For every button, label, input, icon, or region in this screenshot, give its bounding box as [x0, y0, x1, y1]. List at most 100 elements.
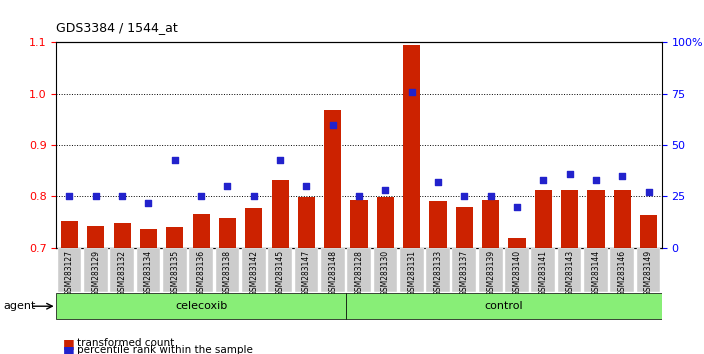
Text: GSM283145: GSM283145	[275, 250, 284, 296]
Text: GSM283138: GSM283138	[223, 250, 232, 296]
Point	[617, 173, 628, 179]
Bar	[58, 248, 82, 292]
Point	[169, 157, 180, 162]
Text: GSM283130: GSM283130	[381, 250, 390, 296]
Point	[196, 194, 207, 199]
Bar	[347, 248, 371, 292]
Bar	[56, 293, 346, 319]
Bar	[587, 190, 605, 248]
Point	[459, 194, 470, 199]
Text: transformed count: transformed count	[77, 338, 175, 348]
Point	[90, 194, 101, 199]
Bar	[610, 248, 634, 292]
Point	[327, 122, 339, 127]
Bar	[111, 248, 134, 292]
Text: GSM283149: GSM283149	[644, 250, 653, 296]
Bar	[272, 180, 289, 248]
Text: GSM283129: GSM283129	[92, 250, 100, 296]
Text: ■: ■	[63, 337, 75, 350]
Bar	[640, 216, 657, 248]
Point	[432, 179, 444, 185]
Text: GSM283143: GSM283143	[565, 250, 574, 296]
Bar	[84, 248, 108, 292]
Text: GSM283141: GSM283141	[539, 250, 548, 296]
Bar	[351, 200, 367, 248]
Bar	[163, 248, 187, 292]
Point	[143, 200, 154, 205]
Text: GSM283136: GSM283136	[196, 250, 206, 296]
Point	[301, 183, 312, 189]
Point	[406, 89, 417, 95]
Bar	[87, 226, 104, 248]
Text: GSM283127: GSM283127	[65, 250, 74, 296]
Bar	[219, 218, 236, 248]
Bar	[403, 45, 420, 248]
Text: ■: ■	[63, 344, 75, 354]
Point	[64, 194, 75, 199]
Bar	[298, 198, 315, 248]
Point	[538, 177, 549, 183]
Point	[275, 157, 286, 162]
Bar	[508, 238, 525, 248]
Text: GSM283137: GSM283137	[460, 250, 469, 296]
Point	[116, 194, 127, 199]
Bar	[453, 248, 476, 292]
Bar	[505, 248, 529, 292]
Text: GSM283139: GSM283139	[486, 250, 495, 296]
Text: GSM283132: GSM283132	[118, 250, 127, 296]
Point	[353, 194, 365, 199]
Bar	[192, 215, 210, 248]
Bar	[321, 248, 344, 292]
Bar	[636, 248, 660, 292]
Text: control: control	[484, 301, 523, 311]
Text: percentile rank within the sample: percentile rank within the sample	[77, 346, 253, 354]
Bar	[189, 248, 213, 292]
Text: GSM283142: GSM283142	[249, 250, 258, 296]
Bar	[535, 190, 552, 248]
Bar	[346, 293, 662, 319]
Bar	[242, 248, 265, 292]
Point	[643, 189, 654, 195]
Bar	[137, 248, 161, 292]
Bar	[113, 223, 131, 248]
Text: GSM283134: GSM283134	[144, 250, 153, 296]
Point	[222, 183, 233, 189]
Point	[511, 204, 522, 210]
Text: GSM283133: GSM283133	[434, 250, 443, 296]
Text: GSM283147: GSM283147	[302, 250, 311, 296]
Bar	[558, 248, 582, 292]
Bar	[377, 197, 394, 248]
Text: GDS3384 / 1544_at: GDS3384 / 1544_at	[56, 21, 178, 34]
Bar	[584, 248, 608, 292]
Text: GSM283148: GSM283148	[328, 250, 337, 296]
Bar	[426, 248, 450, 292]
Text: GSM283144: GSM283144	[591, 250, 601, 296]
Bar	[215, 248, 239, 292]
Text: GSM283140: GSM283140	[513, 250, 522, 296]
Text: GSM283135: GSM283135	[170, 250, 180, 296]
Point	[485, 194, 496, 199]
Bar	[166, 227, 183, 248]
Point	[564, 171, 575, 177]
Bar	[429, 201, 446, 248]
Bar	[400, 248, 424, 292]
Text: celecoxib: celecoxib	[175, 301, 227, 311]
Text: agent: agent	[4, 301, 36, 311]
Point	[248, 194, 259, 199]
Text: GSM283146: GSM283146	[618, 250, 627, 296]
Point	[591, 177, 602, 183]
Bar	[482, 200, 499, 248]
Bar	[268, 248, 292, 292]
Bar	[374, 248, 397, 292]
Bar	[561, 190, 578, 248]
Text: GSM283128: GSM283128	[355, 250, 363, 296]
Text: GSM283131: GSM283131	[407, 250, 416, 296]
Bar	[532, 248, 555, 292]
Bar	[61, 221, 78, 248]
Bar	[614, 190, 631, 248]
Bar	[455, 207, 473, 248]
Bar	[245, 208, 263, 248]
Bar	[294, 248, 318, 292]
Bar	[324, 110, 341, 248]
Point	[379, 188, 391, 193]
